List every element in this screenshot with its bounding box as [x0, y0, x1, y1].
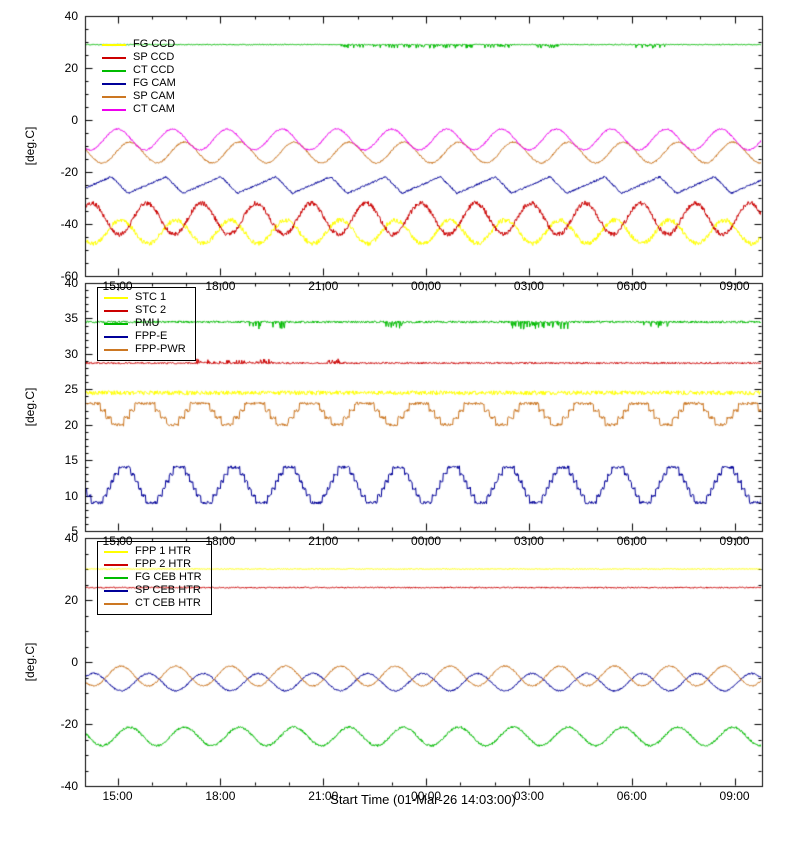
x-axis-title: Start Time (01-Mar-26 14:03:00)	[330, 792, 516, 807]
